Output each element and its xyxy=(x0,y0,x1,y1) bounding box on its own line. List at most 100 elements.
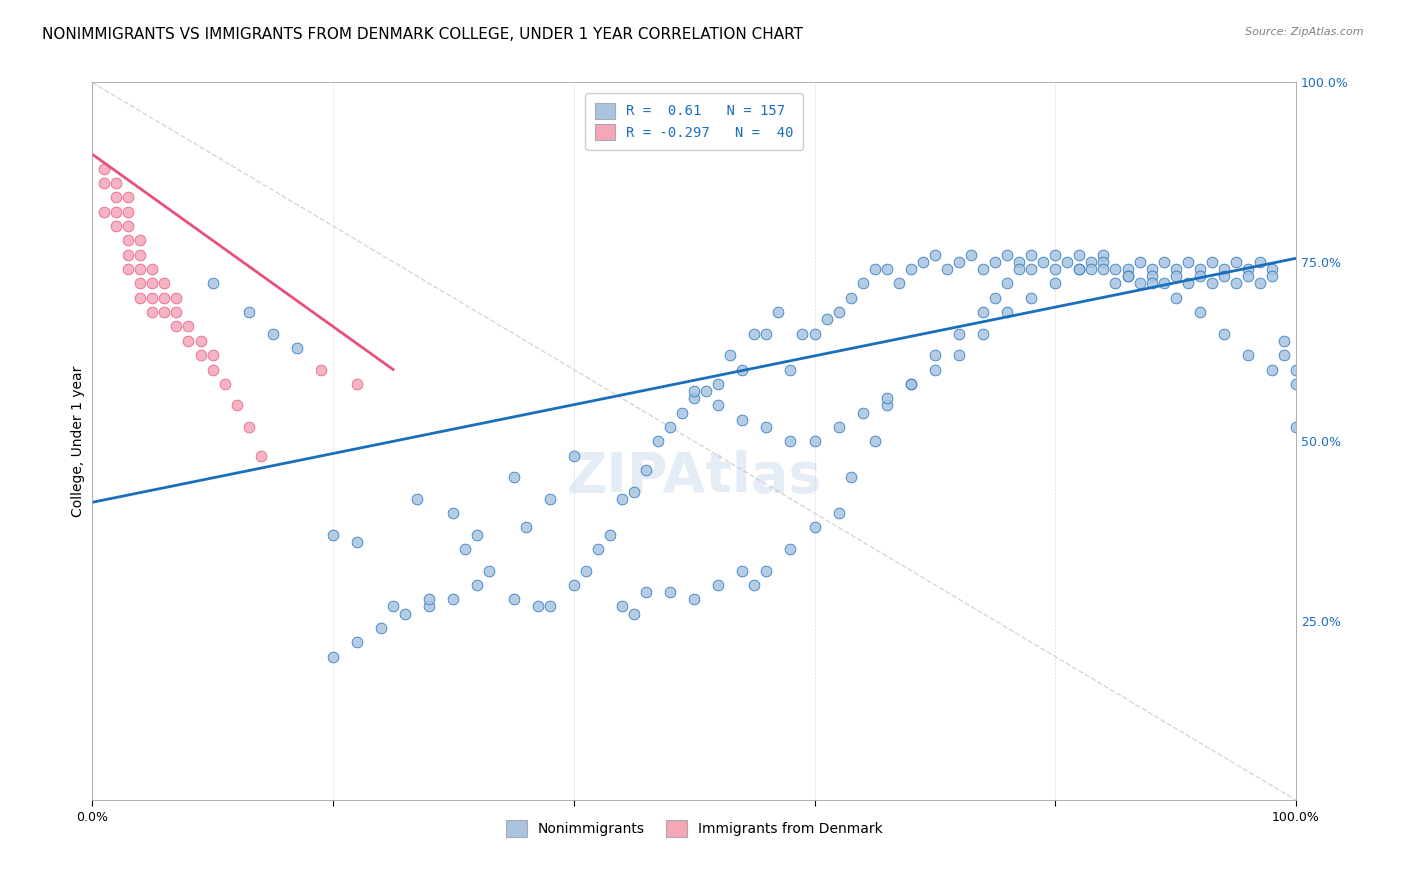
Point xyxy=(839,470,862,484)
Point xyxy=(827,305,849,319)
Point xyxy=(1045,262,1067,277)
Point xyxy=(876,262,898,277)
Text: ZIPAtlas: ZIPAtlas xyxy=(567,450,823,504)
Point xyxy=(129,248,152,262)
Point xyxy=(900,376,922,391)
Point xyxy=(792,326,814,341)
Point xyxy=(731,564,754,578)
Point xyxy=(1188,305,1211,319)
Point xyxy=(779,434,801,449)
Point xyxy=(201,277,224,291)
Point xyxy=(995,248,1018,262)
Point xyxy=(924,348,946,362)
Point xyxy=(634,585,657,599)
Point xyxy=(382,599,405,614)
Point xyxy=(1261,362,1284,376)
Point xyxy=(105,219,128,233)
Point xyxy=(610,491,633,506)
Point xyxy=(1129,277,1152,291)
Point xyxy=(779,362,801,376)
Point xyxy=(911,255,934,269)
Point xyxy=(141,277,163,291)
Point xyxy=(1116,262,1139,277)
Point xyxy=(526,599,548,614)
Point xyxy=(177,319,200,334)
Point xyxy=(201,348,224,362)
Point xyxy=(1104,277,1126,291)
Point xyxy=(1225,277,1247,291)
Point xyxy=(117,204,139,219)
Point xyxy=(683,391,706,405)
Point xyxy=(225,399,247,413)
Point xyxy=(948,326,970,341)
Point xyxy=(827,420,849,434)
Point xyxy=(1249,255,1271,269)
Point xyxy=(1261,269,1284,284)
Point xyxy=(346,534,368,549)
Point xyxy=(166,305,188,319)
Text: NONIMMIGRANTS VS IMMIGRANTS FROM DENMARK COLLEGE, UNDER 1 YEAR CORRELATION CHART: NONIMMIGRANTS VS IMMIGRANTS FROM DENMARK… xyxy=(42,27,803,42)
Point xyxy=(671,406,693,420)
Point xyxy=(1285,376,1308,391)
Point xyxy=(478,564,501,578)
Point xyxy=(659,420,682,434)
Point xyxy=(467,578,489,592)
Point xyxy=(863,434,886,449)
Point xyxy=(105,204,128,219)
Point xyxy=(779,541,801,556)
Point xyxy=(1153,277,1175,291)
Point xyxy=(105,190,128,204)
Point xyxy=(852,406,875,420)
Point xyxy=(418,592,440,607)
Point xyxy=(454,541,477,556)
Point xyxy=(707,399,730,413)
Point xyxy=(623,607,645,621)
Point xyxy=(1177,277,1199,291)
Point xyxy=(238,420,260,434)
Point xyxy=(1249,277,1271,291)
Point xyxy=(876,391,898,405)
Point xyxy=(346,635,368,649)
Point xyxy=(1019,262,1042,277)
Point xyxy=(972,326,994,341)
Point xyxy=(1272,334,1295,348)
Point xyxy=(936,262,959,277)
Point xyxy=(1285,362,1308,376)
Point xyxy=(201,362,224,376)
Point xyxy=(1140,269,1163,284)
Point xyxy=(948,255,970,269)
Point xyxy=(744,578,766,592)
Point xyxy=(141,262,163,277)
Point xyxy=(93,176,115,190)
Point xyxy=(153,277,176,291)
Point xyxy=(695,384,717,398)
Point xyxy=(1164,291,1187,305)
Point xyxy=(1069,248,1091,262)
Point xyxy=(984,291,1007,305)
Point xyxy=(839,291,862,305)
Point xyxy=(683,592,706,607)
Point xyxy=(995,305,1018,319)
Point xyxy=(322,527,344,541)
Point xyxy=(876,399,898,413)
Point xyxy=(1164,262,1187,277)
Point xyxy=(1019,291,1042,305)
Point xyxy=(1201,255,1223,269)
Point xyxy=(538,491,561,506)
Point xyxy=(117,262,139,277)
Point xyxy=(948,348,970,362)
Point xyxy=(502,592,524,607)
Point xyxy=(634,463,657,477)
Y-axis label: College, Under 1 year: College, Under 1 year xyxy=(72,366,86,517)
Point xyxy=(575,564,598,578)
Point xyxy=(755,326,778,341)
Point xyxy=(768,305,790,319)
Point xyxy=(827,506,849,520)
Point xyxy=(1164,269,1187,284)
Point xyxy=(1140,277,1163,291)
Point xyxy=(803,520,825,534)
Point xyxy=(1092,262,1115,277)
Point xyxy=(659,585,682,599)
Point xyxy=(744,326,766,341)
Point xyxy=(214,376,236,391)
